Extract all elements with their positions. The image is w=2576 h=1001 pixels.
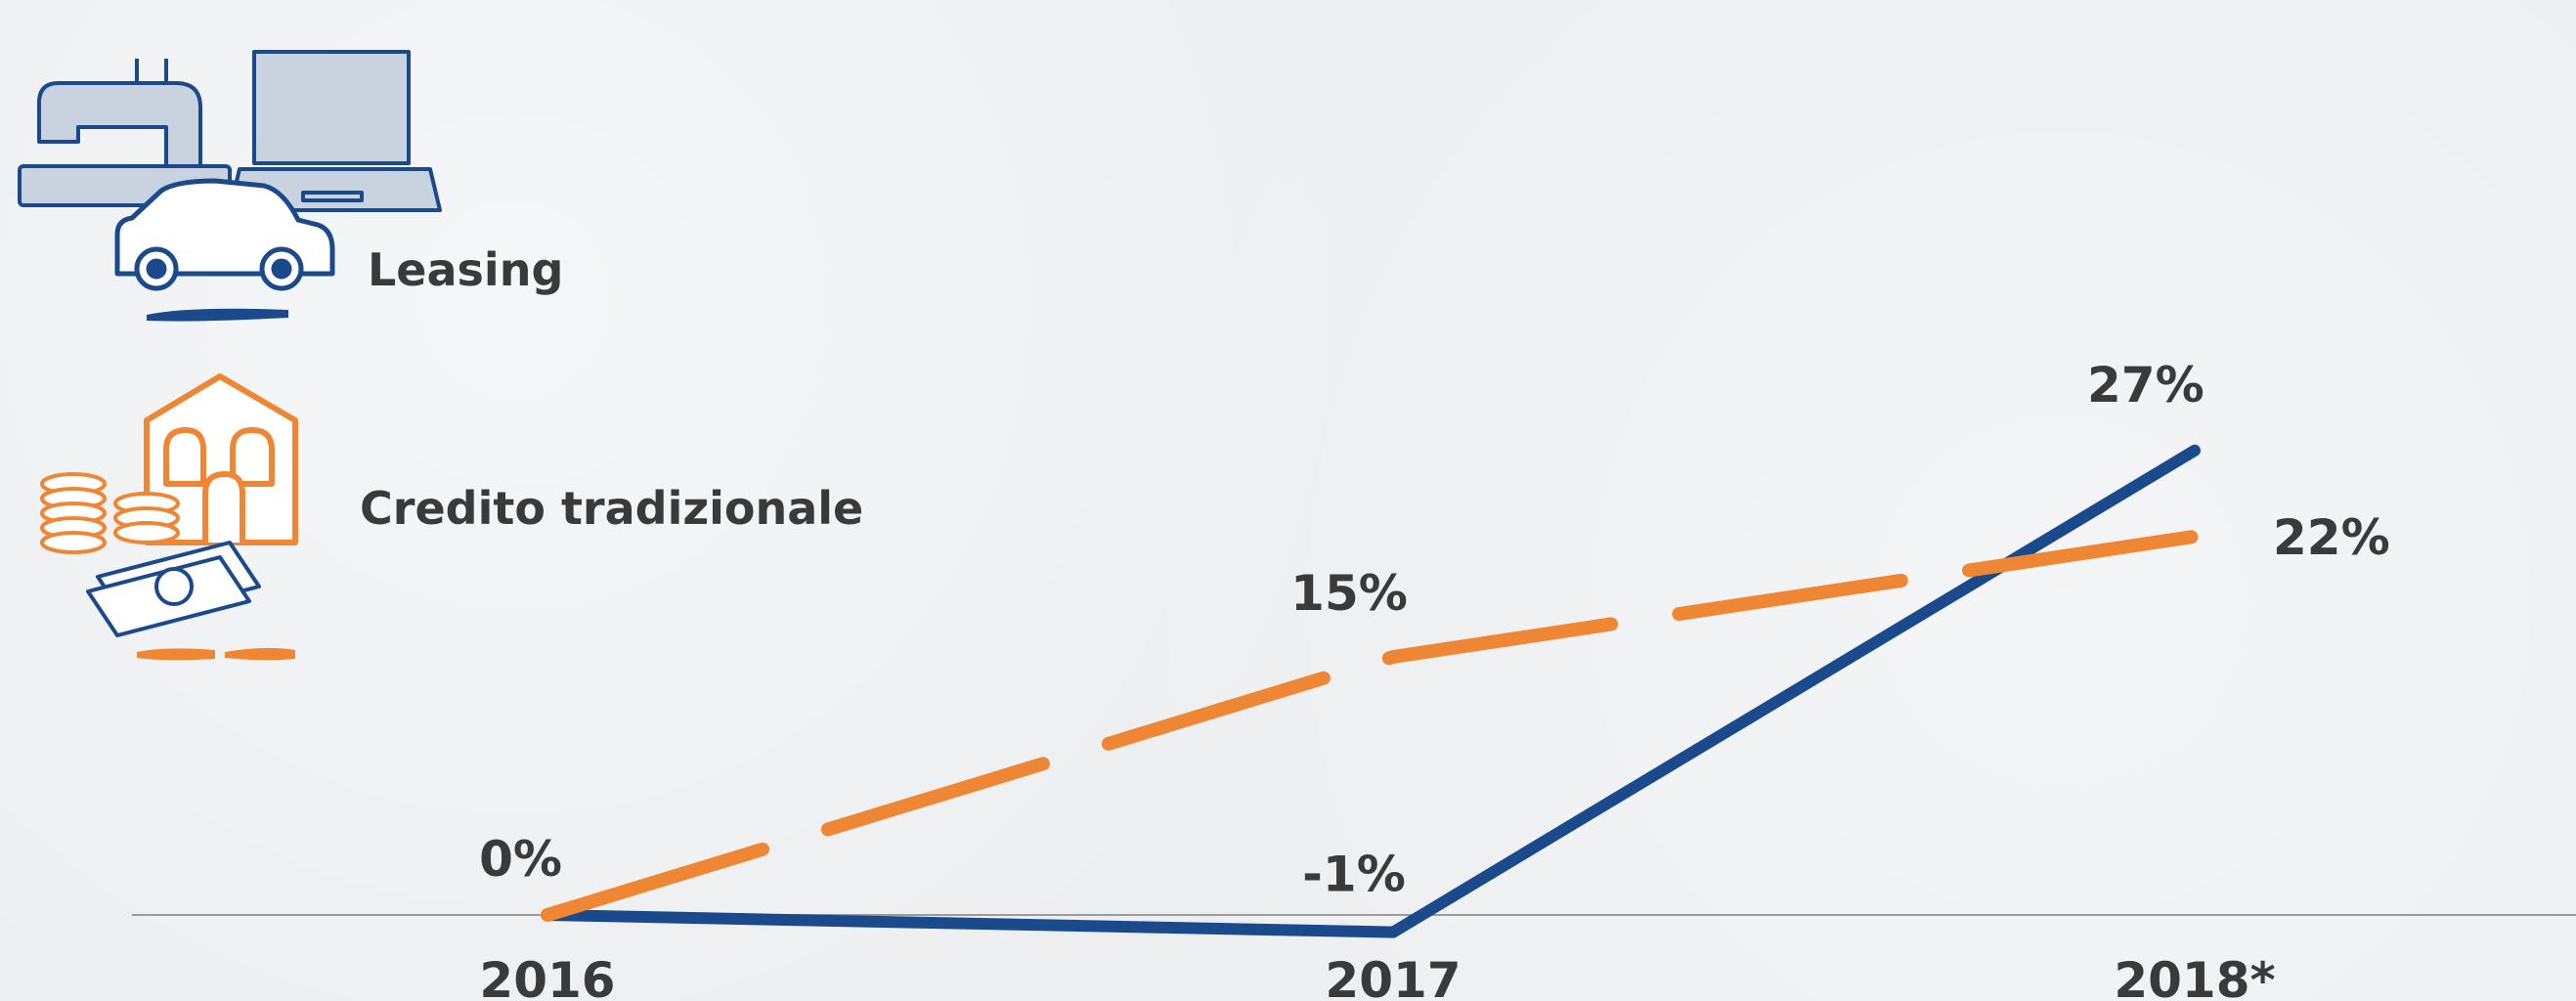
x-tick-label: 2016	[479, 952, 615, 1001]
leasing-icon	[18, 50, 442, 322]
traditional-credit-icon	[40, 373, 298, 661]
legend-label-leasing: Leasing	[368, 243, 563, 296]
x-tick-label: 2017	[1325, 952, 1461, 1001]
leasing-legend-swatch	[147, 308, 288, 322]
data-label: 0%	[479, 831, 562, 888]
data-label: 27%	[2087, 357, 2205, 413]
x-tick-label: 2018*	[2114, 952, 2275, 1001]
traditional-credit-legend-swatch	[137, 648, 215, 661]
data-label: 22%	[2273, 509, 2390, 566]
legend-label-traditional-credit: Credito tradizionale	[360, 482, 863, 535]
data-label: 15%	[1290, 565, 1408, 622]
data-label: -1%	[1302, 847, 1406, 903]
